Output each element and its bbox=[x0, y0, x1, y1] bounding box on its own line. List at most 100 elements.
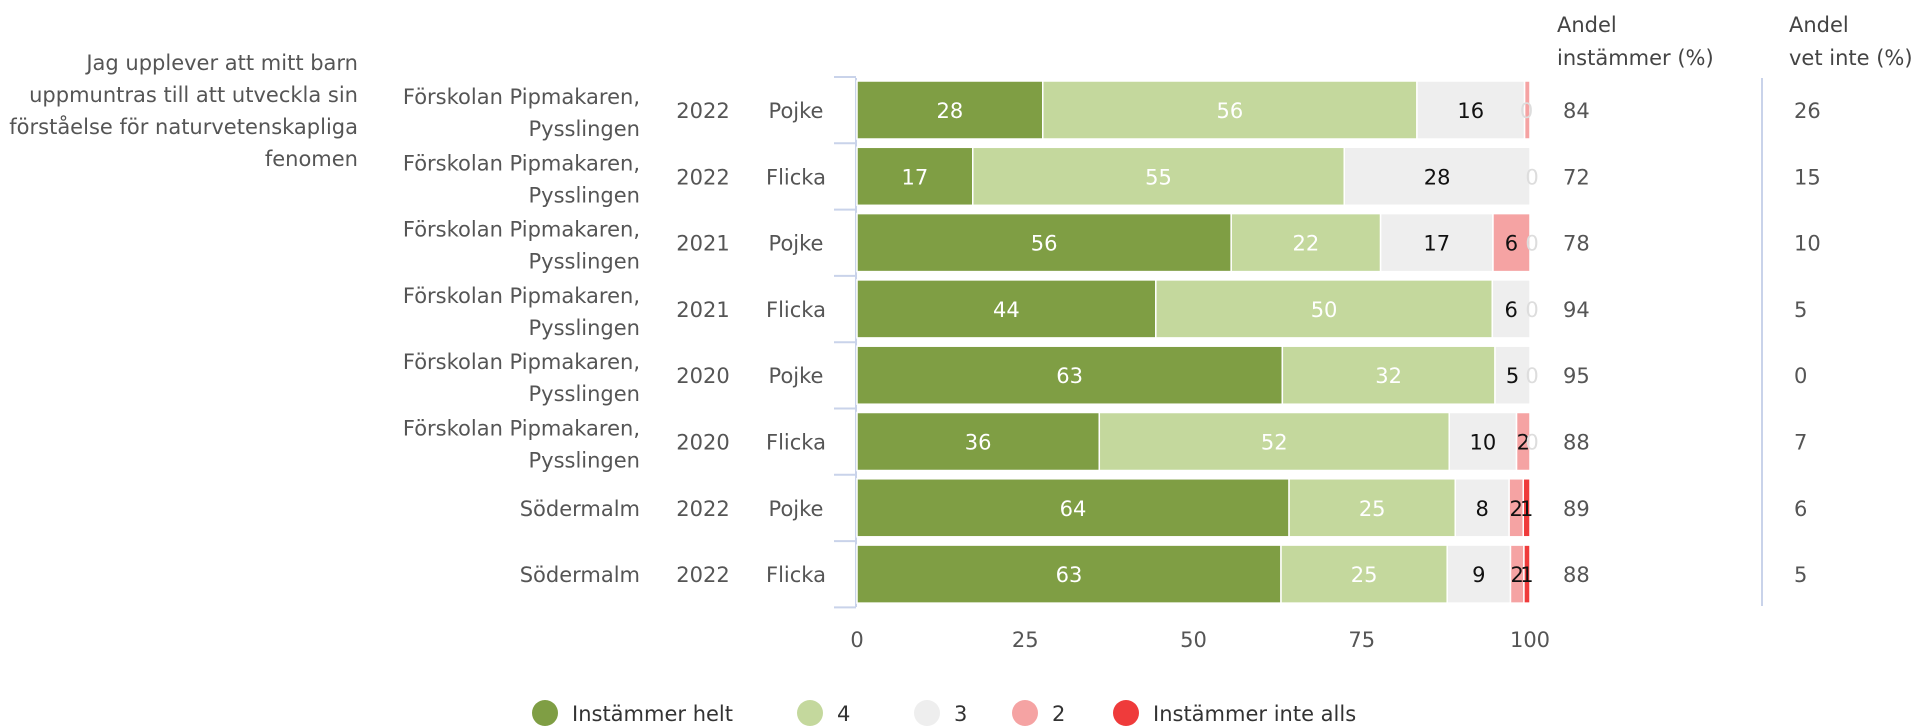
school-label: Förskolan Pipmakaren, bbox=[403, 85, 640, 109]
data-label: 6 bbox=[1504, 298, 1517, 322]
bar-segment bbox=[1454, 478, 1510, 538]
legend-label: 4 bbox=[837, 702, 850, 726]
x-tick-label: 25 bbox=[1012, 628, 1039, 652]
data-label: 2 bbox=[1510, 497, 1523, 521]
agree-percentage: 88 bbox=[1563, 563, 1590, 587]
year-label: 2022 bbox=[676, 497, 729, 521]
question-line: förståelse för naturvetenskapliga bbox=[9, 114, 358, 139]
data-label: 44 bbox=[993, 298, 1020, 322]
school-label: Pysslingen bbox=[528, 250, 640, 274]
bar-segment bbox=[1491, 279, 1531, 339]
x-tick-label: 75 bbox=[1348, 628, 1375, 652]
data-label: 64 bbox=[1060, 497, 1087, 521]
agree-percentage: 89 bbox=[1563, 497, 1590, 521]
bar-segment bbox=[1492, 212, 1531, 273]
data-label: 10 bbox=[1470, 431, 1497, 455]
year-label: 2022 bbox=[676, 165, 729, 189]
gender-label: Flicka bbox=[766, 298, 826, 322]
agree-percentage: 88 bbox=[1563, 431, 1590, 455]
data-label: 9 bbox=[1472, 563, 1485, 587]
data-label: 2 bbox=[1517, 431, 1530, 455]
bar-segment bbox=[1288, 478, 1457, 538]
data-label: 1 bbox=[1520, 497, 1533, 521]
data-label: 0 bbox=[1525, 431, 1538, 455]
data-label: 16 bbox=[1457, 99, 1484, 123]
bar-segment bbox=[972, 146, 1346, 207]
bar-segment bbox=[1448, 411, 1518, 472]
school-label: Förskolan Pipmakaren, bbox=[403, 151, 640, 175]
year-label: 2020 bbox=[676, 431, 729, 455]
bar-segment bbox=[1281, 345, 1496, 405]
data-label: 5 bbox=[1506, 364, 1519, 388]
question-text: Jag upplever att mitt barn uppmuntras ti… bbox=[9, 51, 358, 171]
bar-segment bbox=[1280, 544, 1448, 604]
agree-percentage: 78 bbox=[1563, 232, 1590, 256]
bar-segment bbox=[1446, 544, 1512, 604]
data-label: 36 bbox=[965, 431, 992, 455]
data-label: 0 bbox=[1525, 364, 1538, 388]
agree-percentage: 95 bbox=[1563, 364, 1590, 388]
gender-label: Pojke bbox=[769, 99, 824, 123]
data-label: 55 bbox=[1145, 165, 1172, 189]
dontknow-percentage: 10 bbox=[1794, 232, 1821, 256]
year-label: 2021 bbox=[676, 298, 729, 322]
header-agree-line1: Andel bbox=[1557, 13, 1617, 37]
agree-percentage: 94 bbox=[1563, 298, 1590, 322]
dontknow-percentage: 26 bbox=[1794, 99, 1821, 123]
agree-percentage: 72 bbox=[1563, 165, 1590, 189]
gender-label: Flicka bbox=[766, 563, 826, 587]
bar-segment bbox=[1098, 411, 1450, 472]
data-label: 8 bbox=[1476, 497, 1489, 521]
column-header-agree: Andel instämmer (%) bbox=[1557, 13, 1714, 70]
dontknow-percentage: 0 bbox=[1794, 364, 1807, 388]
bar-segment bbox=[1523, 544, 1531, 604]
legend-swatch bbox=[1012, 700, 1038, 726]
bars: 28 56 16 017 55 28 056 22 17 6 044 50 6 063 32 5 036 52 10… bbox=[856, 80, 1539, 604]
year-label: 2022 bbox=[676, 563, 729, 587]
year-label: 2020 bbox=[676, 364, 729, 388]
legend-label: Instämmer inte alls bbox=[1153, 702, 1356, 726]
gender-label: Pojke bbox=[769, 497, 824, 521]
x-tick-label: 0 bbox=[850, 628, 863, 652]
bar-segment bbox=[856, 212, 1232, 273]
bar-segment bbox=[1416, 80, 1526, 140]
school-label: Pysslingen bbox=[528, 382, 640, 406]
gender-label: Pojke bbox=[769, 232, 824, 256]
school-label: Förskolan Pipmakaren, bbox=[403, 350, 640, 374]
data-label: 25 bbox=[1351, 563, 1378, 587]
data-label: 0 bbox=[1525, 165, 1538, 189]
data-label: 50 bbox=[1311, 298, 1338, 322]
dontknow-percentage: 7 bbox=[1794, 431, 1807, 455]
gender-label: Pojke bbox=[769, 364, 824, 388]
dontknow-percentage: 5 bbox=[1794, 298, 1807, 322]
x-axis-ticks: 0 25 50 75 100 bbox=[850, 628, 1550, 652]
school-label: Pysslingen bbox=[528, 316, 640, 340]
gender-label: Flicka bbox=[766, 431, 826, 455]
data-label: 32 bbox=[1375, 364, 1402, 388]
bar-segment bbox=[1041, 80, 1418, 140]
year-label: 2022 bbox=[676, 99, 729, 123]
bar-segment bbox=[856, 478, 1290, 538]
header-dontknow-line2: vet inte (%) bbox=[1789, 46, 1913, 70]
data-label: 2 bbox=[1511, 563, 1524, 587]
school-label: Södermalm bbox=[520, 497, 640, 521]
data-label: 56 bbox=[1216, 99, 1243, 123]
header-agree-line2: instämmer (%) bbox=[1557, 46, 1714, 70]
bar-segment bbox=[1494, 345, 1531, 405]
data-label: 0 bbox=[1525, 298, 1538, 322]
legend-label: Instämmer helt bbox=[572, 702, 733, 726]
school-label: Förskolan Pipmakaren, bbox=[403, 417, 640, 441]
data-label: 52 bbox=[1261, 431, 1288, 455]
dontknow-percentage: 15 bbox=[1794, 165, 1821, 189]
legend: Instämmer helt 4 3 2 Instämmer inte alls bbox=[532, 700, 1356, 726]
data-label: 63 bbox=[1056, 563, 1083, 587]
x-tick-label: 50 bbox=[1180, 628, 1207, 652]
legend-swatch bbox=[532, 700, 558, 726]
bar-segment bbox=[1522, 478, 1531, 538]
data-label: 0 bbox=[1520, 99, 1533, 123]
question-line: Jag upplever att mitt barn bbox=[84, 51, 358, 75]
dontknow-percentage: 6 bbox=[1794, 497, 1807, 521]
data-label: 6 bbox=[1505, 232, 1518, 256]
header-dontknow-line1: Andel bbox=[1789, 13, 1849, 37]
